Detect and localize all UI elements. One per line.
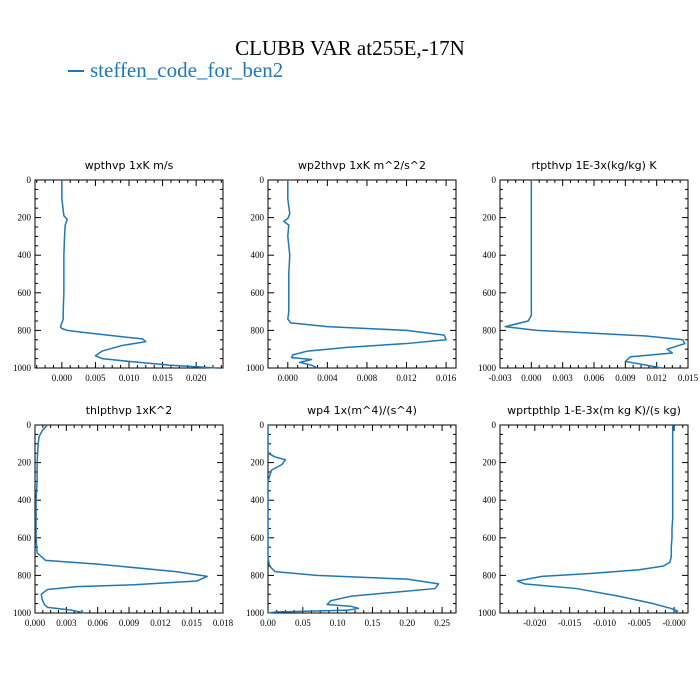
x-tick-label: 0.016 bbox=[436, 373, 457, 383]
y-tick-label: 600 bbox=[18, 533, 32, 543]
x-tick-label: 0.020 bbox=[186, 373, 207, 383]
figure-title: CLUBB VAR at255E,-17N bbox=[235, 36, 465, 60]
x-tick-label: 0.00 bbox=[260, 618, 276, 628]
x-tick-label: 0.000 bbox=[521, 373, 542, 383]
chart-panel-1: wpthvp 1xK m/s 0 200 400 600 800 1000 0.000 0.00… bbox=[13, 159, 224, 383]
y-tick-label: 400 bbox=[18, 495, 32, 505]
x-tick-label: 0.003 bbox=[553, 373, 574, 383]
x-tick-label: 0.005 bbox=[85, 373, 106, 383]
y-tick-label: 1000 bbox=[13, 608, 32, 618]
y-tick-label: 1000 bbox=[13, 363, 32, 373]
x-tick-label: 0.000 bbox=[25, 618, 46, 628]
x-tick-label: 0.05 bbox=[295, 618, 311, 628]
y-tick-label: 600 bbox=[251, 533, 265, 543]
x-tick-label: 0.015 bbox=[152, 373, 173, 383]
x-tick-label: 0.015 bbox=[678, 373, 699, 383]
x-tick-label: 0.10 bbox=[330, 618, 346, 628]
y-tick-label: 0 bbox=[260, 175, 265, 185]
y-tick-label: 600 bbox=[483, 288, 497, 298]
x-tick-label: 0.006 bbox=[584, 373, 605, 383]
y-tick-label: 1000 bbox=[478, 608, 497, 618]
y-tick-label: 600 bbox=[18, 288, 32, 298]
legend-line-swatch bbox=[68, 69, 84, 72]
panel-title: rtpthvp 1E-3x(kg/kg) K bbox=[531, 159, 657, 172]
y-tick-label: 800 bbox=[18, 325, 32, 335]
chart-panel-2: wp2thvp 1xK m^2/s^2 0 200 400 600 800 1000 0.00… bbox=[246, 159, 457, 383]
series-line-1 bbox=[283, 180, 447, 369]
panel-title: wp4 1x(m^4)/(s^4) bbox=[307, 404, 417, 417]
y-tick-label: 800 bbox=[483, 325, 497, 335]
series-line-1 bbox=[504, 180, 686, 369]
y-tick-label: 0 bbox=[260, 420, 265, 430]
x-tick-label: -0.015 bbox=[558, 618, 582, 628]
y-tick-label: 200 bbox=[18, 458, 32, 468]
series-line-1 bbox=[59, 180, 217, 369]
y-tick-label: 200 bbox=[251, 458, 265, 468]
y-tick-label: 600 bbox=[251, 288, 265, 298]
chart-panel-3: rtpthvp 1E-3x(kg/kg) K 0 200 400 600 800 1000-… bbox=[478, 159, 699, 383]
x-tick-label: -0.005 bbox=[628, 618, 652, 628]
plot-frame bbox=[267, 424, 457, 614]
x-tick-label: 0.003 bbox=[56, 618, 77, 628]
chart-panel-6: wprtpthlp 1-E-3x(m kg K)/(s kg) 0 200 400 60… bbox=[478, 404, 689, 628]
y-tick-label: 400 bbox=[483, 495, 497, 505]
x-tick-label: 0.012 bbox=[150, 618, 170, 628]
y-tick-label: 600 bbox=[483, 533, 497, 543]
x-tick-label: 0.010 bbox=[119, 373, 140, 383]
x-tick-label: 0.000 bbox=[278, 373, 299, 383]
y-tick-label: 0 bbox=[27, 175, 32, 185]
x-tick-label: 0.012 bbox=[396, 373, 416, 383]
x-tick-label: 0.15 bbox=[365, 618, 381, 628]
x-tick-label: 0.000 bbox=[52, 373, 73, 383]
y-tick-label: 1000 bbox=[246, 608, 265, 618]
series-line-1 bbox=[267, 425, 440, 614]
x-tick-label: -0.003 bbox=[488, 373, 512, 383]
y-tick-label: 1000 bbox=[246, 363, 265, 373]
y-tick-label: 400 bbox=[483, 250, 497, 260]
x-tick-label: 0.004 bbox=[317, 373, 338, 383]
x-tick-label: 0.009 bbox=[615, 373, 636, 383]
x-tick-label: -0.010 bbox=[593, 618, 617, 628]
panel-title: wprtpthlp 1-E-3x(m kg K)/(s kg) bbox=[507, 404, 681, 417]
x-tick-label: 0.20 bbox=[399, 618, 415, 628]
x-tick-label: 0.006 bbox=[88, 618, 109, 628]
legend-entry-label: steffen_code_for_ben2 bbox=[90, 58, 284, 82]
y-tick-label: 0 bbox=[492, 420, 497, 430]
panel-title: wpthvp 1xK m/s bbox=[85, 159, 174, 172]
x-tick-label: -0.020 bbox=[523, 618, 547, 628]
y-tick-label: 200 bbox=[483, 458, 497, 468]
y-tick-label: 400 bbox=[251, 495, 265, 505]
y-tick-label: 800 bbox=[251, 570, 265, 580]
plot-frame bbox=[267, 179, 457, 369]
plot-frame bbox=[499, 179, 689, 369]
y-tick-label: 800 bbox=[18, 570, 32, 580]
x-tick-label: 0.018 bbox=[213, 618, 234, 628]
y-tick-label: 1000 bbox=[478, 363, 497, 373]
y-tick-label: 400 bbox=[18, 250, 32, 260]
x-tick-label: -0.000 bbox=[662, 618, 686, 628]
y-tick-label: 800 bbox=[483, 570, 497, 580]
x-tick-label: 0.009 bbox=[119, 618, 140, 628]
y-tick-label: 200 bbox=[251, 213, 265, 223]
y-tick-label: 0 bbox=[27, 420, 32, 430]
y-tick-label: 400 bbox=[251, 250, 265, 260]
y-tick-label: 200 bbox=[483, 213, 497, 223]
legend: steffen_code_for_ben2 bbox=[68, 58, 283, 83]
panel-title: thlpthvp 1xK^2 bbox=[86, 404, 173, 417]
series-line-1 bbox=[35, 424, 209, 614]
x-tick-label: 0.012 bbox=[647, 373, 667, 383]
x-tick-label: 0.25 bbox=[434, 618, 450, 628]
y-tick-label: 800 bbox=[251, 325, 265, 335]
y-tick-label: 200 bbox=[18, 213, 32, 223]
panel-title: wp2thvp 1xK m^2/s^2 bbox=[298, 159, 426, 172]
series-line-1 bbox=[516, 425, 679, 614]
x-tick-label: 0.008 bbox=[357, 373, 378, 383]
y-tick-label: 0 bbox=[492, 175, 497, 185]
x-tick-label: 0.015 bbox=[182, 618, 203, 628]
